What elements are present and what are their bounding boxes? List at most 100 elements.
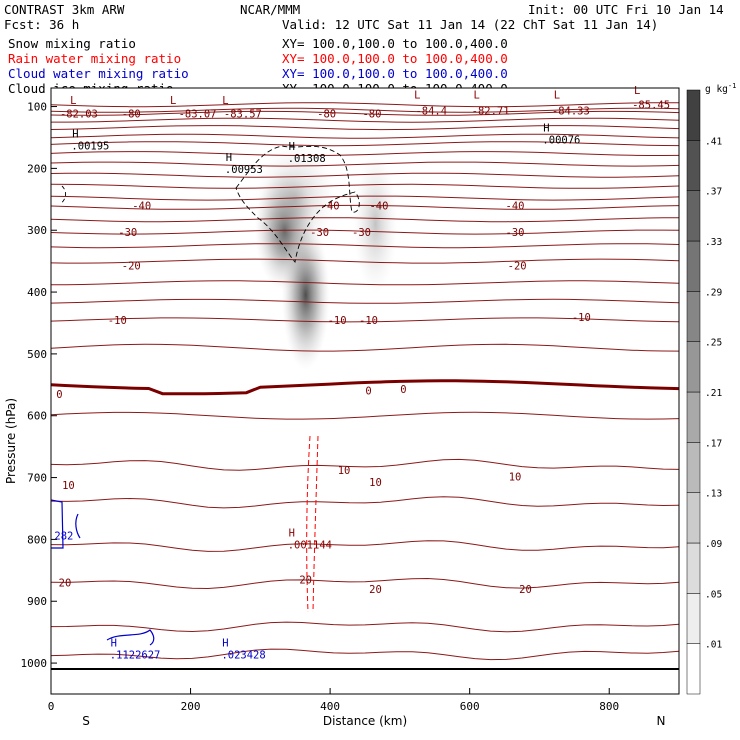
extremum-value: 282 bbox=[54, 531, 73, 543]
temperature-contour bbox=[50, 161, 680, 167]
contour-label: -83.57 bbox=[224, 108, 262, 120]
header-center: NCAR/MMM bbox=[240, 2, 300, 17]
contour-label: -82.71 bbox=[472, 105, 510, 117]
x-tick-label: 0 bbox=[48, 700, 55, 713]
rain-water-contour bbox=[306, 435, 319, 613]
temperature-contour bbox=[50, 183, 680, 189]
x-tick-label: 600 bbox=[460, 700, 480, 713]
colorbar-label: .05 bbox=[705, 589, 722, 600]
temperature-contour bbox=[50, 151, 680, 156]
temperature-contour bbox=[50, 343, 680, 352]
cloud-ice-contour bbox=[235, 145, 360, 264]
extremum-mark: L bbox=[70, 95, 76, 107]
contour-label: 10 bbox=[338, 465, 351, 477]
x-tick-label: 800 bbox=[599, 700, 619, 713]
header: CONTRAST 3km ARW NCAR/MMM Init: 00 UTC F… bbox=[4, 2, 724, 32]
y-tick-label: 800 bbox=[27, 533, 47, 546]
temperature-contour bbox=[50, 496, 680, 509]
temperature-contour bbox=[50, 102, 680, 108]
contour-label: -80 bbox=[362, 108, 381, 120]
snow-secondary bbox=[353, 154, 398, 295]
contour-labels: -82.03 -80 -83.07 -83.57 -80 -80 -84.4 -82.71 -8… bbox=[56, 100, 670, 596]
colorbar-label: .33 bbox=[705, 237, 722, 248]
extremum-mark: H bbox=[111, 637, 117, 649]
cloud-contours bbox=[50, 145, 360, 646]
contour-label: -30 bbox=[310, 227, 329, 239]
temperature-contour bbox=[50, 648, 680, 661]
colorbar-bin bbox=[686, 492, 701, 544]
temperature-contour bbox=[50, 141, 680, 147]
extremum-value: .00953 bbox=[225, 164, 263, 176]
contour-label: -83.07 bbox=[179, 108, 217, 120]
colorbar-bin bbox=[686, 291, 701, 342]
colorbar-label: .17 bbox=[705, 438, 722, 449]
temperature-contour bbox=[50, 621, 680, 633]
colorbar-bin bbox=[686, 341, 701, 393]
cloud-water-contour-left bbox=[50, 499, 64, 549]
temperature-contour bbox=[50, 243, 680, 249]
contour-label: 20 bbox=[519, 584, 532, 596]
contour-label: -40 bbox=[321, 200, 340, 212]
temperature-contour bbox=[51, 117, 680, 123]
colorbar-bin bbox=[686, 542, 701, 594]
contour-label: -30 bbox=[352, 227, 371, 239]
x-axis-label: Distance (km) bbox=[323, 714, 407, 728]
temperature-contour bbox=[50, 577, 680, 590]
colorbar-bin bbox=[686, 190, 701, 242]
temperature-contour bbox=[50, 258, 680, 264]
contour-label: -40 bbox=[132, 200, 151, 212]
temperature-contour bbox=[50, 411, 680, 420]
extremum-value: .01308 bbox=[288, 153, 326, 165]
temperature-contour bbox=[50, 110, 680, 116]
contour-label: 10 bbox=[509, 471, 522, 483]
temperature-contours bbox=[50, 102, 680, 661]
field-xy: XY= 100.0,100.0 to 100.0,400.0 bbox=[282, 36, 508, 51]
y-tick-label: 100 bbox=[27, 101, 47, 114]
extremum-mark: H bbox=[289, 141, 295, 153]
snow-halo bbox=[255, 144, 336, 255]
y-tick-label: 200 bbox=[27, 162, 47, 175]
extremum-mark: H bbox=[289, 527, 295, 539]
contour-label: 0 bbox=[56, 389, 62, 401]
y-tick-label: 500 bbox=[27, 348, 47, 361]
y-tick-label: 1000 bbox=[21, 657, 48, 670]
contour-label: 0 bbox=[365, 385, 371, 397]
contour-label: -85.45 bbox=[632, 100, 670, 112]
colorbar: g kg-1 .01 .05 .09 .13 .17 .21 .25 .29 .33 .37 .41 bbox=[686, 82, 736, 695]
contour-label: -10 bbox=[108, 315, 127, 327]
colorbar-unit: g kg-1 bbox=[705, 82, 736, 95]
extremum-mark: L bbox=[473, 90, 479, 102]
extrema-labels: L L L L L L LH.00195H.00076H.01308H.00953H.001… bbox=[54, 85, 640, 661]
freezing-level-contour bbox=[50, 379, 680, 396]
extremum-mark: H bbox=[222, 637, 228, 649]
contour-label: -40 bbox=[369, 200, 388, 212]
contour-label: 0 bbox=[400, 384, 406, 396]
contour-label: -80 bbox=[122, 108, 141, 120]
contour-label: -84.33 bbox=[552, 105, 590, 117]
temperature-contour bbox=[50, 125, 680, 131]
header-fcst: Fcst: 36 h bbox=[4, 17, 79, 32]
cloud-water-contour-arc bbox=[75, 513, 81, 539]
colorbar-bin bbox=[686, 442, 701, 493]
colorbar-bin bbox=[686, 593, 701, 644]
temperature-contour bbox=[50, 458, 680, 471]
temperature-contour bbox=[50, 217, 680, 223]
colorbar-label: .13 bbox=[705, 489, 722, 500]
temperature-contour bbox=[50, 280, 680, 286]
cloud-ice-contour-small bbox=[59, 185, 67, 205]
colorbar-label: .41 bbox=[705, 136, 722, 147]
contour-label: 20 bbox=[59, 578, 72, 590]
y-axis-label: Pressure (hPa) bbox=[4, 398, 18, 484]
temperature-contour bbox=[50, 204, 680, 210]
extremum-mark: L bbox=[170, 95, 176, 107]
colorbar-label: .01 bbox=[705, 640, 722, 651]
temperature-contour bbox=[50, 195, 680, 201]
extremum-value: .00195 bbox=[71, 140, 109, 152]
contour-label: -20 bbox=[122, 260, 141, 272]
plot-frame bbox=[50, 87, 680, 695]
extremum-value: .023428 bbox=[221, 649, 265, 661]
temperature-contour bbox=[50, 317, 680, 323]
colorbar-label: .21 bbox=[705, 388, 722, 399]
cloud-water-contour-bottom bbox=[106, 629, 155, 646]
colorbar-bin bbox=[686, 140, 701, 191]
